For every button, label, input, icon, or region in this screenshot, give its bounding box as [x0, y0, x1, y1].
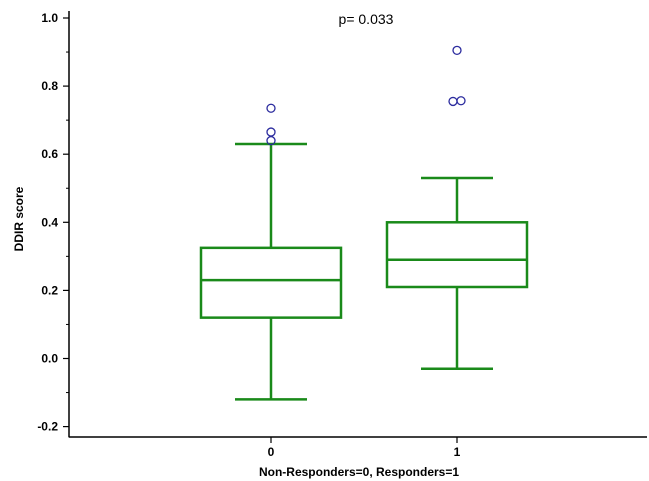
y-tick-label: 0.0	[41, 352, 58, 366]
y-tick-label: 0.8	[41, 79, 58, 93]
x-tick-label: 1	[454, 445, 461, 459]
box-group-1	[385, 45, 529, 370]
plot-marks	[199, 45, 529, 401]
iqr-box	[199, 246, 343, 319]
outlier-point	[448, 96, 458, 107]
x-tick-label: 0	[268, 445, 275, 459]
outlier-point	[266, 127, 276, 137]
y-tick-label: -0.2	[37, 420, 58, 434]
y-tick-label: 0.6	[41, 147, 58, 161]
y-tick-label: 0.2	[41, 283, 58, 297]
outlier-point	[266, 103, 276, 113]
y-tick-label: 1.0	[41, 11, 58, 25]
outlier-point	[456, 96, 466, 106]
y-axis-title: DDIR score	[12, 186, 26, 251]
p-value-annotation: p= 0.033	[339, 11, 394, 27]
y-tick-label: 0.4	[41, 215, 58, 229]
outlier-point	[452, 45, 462, 55]
iqr-box	[385, 221, 529, 289]
axes: -0.2 0.0 0.2 0.4 0.6 0.8 1.0 0 1	[37, 11, 647, 459]
x-axis-title: Non-Responders=0, Responders=1	[259, 465, 459, 479]
box-group-0	[199, 103, 343, 401]
